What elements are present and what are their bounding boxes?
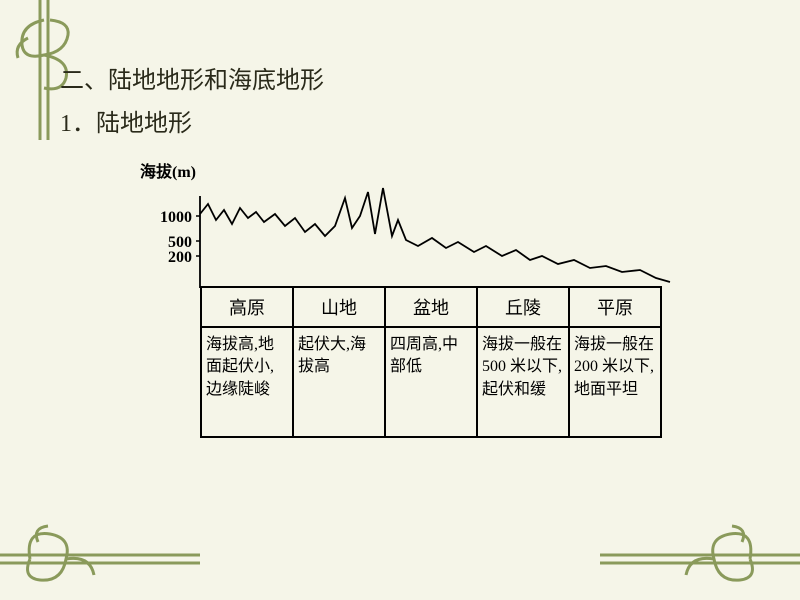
table-header-row: 高原 山地 盆地 丘陵 平原 [201,287,661,327]
section-subheading: 1．陆地地形 [60,103,760,138]
desc-gaoyuan: 海拔高,地面起伏小,边缘陡峻 [201,327,293,437]
col-header-pendi: 盆地 [385,287,477,327]
desc-pendi: 四周高,中部低 [385,327,477,437]
y-tick-1000: 1000 [160,209,192,226]
col-header-qiuling: 丘陵 [477,287,569,327]
y-axis-title: 海拔(m) [140,158,760,182]
elevation-chart: 海拔(m) 1000 500 200 高原 山地 盆地 丘陵 平原 [140,158,760,438]
desc-shandi: 起伏大,海拔高 [293,327,385,437]
corner-ornament-bottom-left [0,500,200,600]
table-desc-row: 海拔高,地面起伏小,边缘陡峻 起伏大,海拔高 四周高,中部低 海拔一般在500 … [201,327,661,437]
elevation-profile-svg: 1000 500 200 [140,186,680,288]
desc-pingyuan: 海拔一般在 200 米以下,地面平坦 [569,327,661,437]
terrain-table: 高原 山地 盆地 丘陵 平原 海拔高,地面起伏小,边缘陡峻 起伏大,海拔高 四周… [200,286,662,438]
elevation-profile-line [200,188,670,282]
col-header-gaoyuan: 高原 [201,287,293,327]
content-area: 二、陆地地形和海底地形 1．陆地地形 海拔(m) 1000 500 200 高原… [60,60,760,438]
desc-qiuling: 海拔一般在500 米以下,起伏和缓 [477,327,569,437]
col-header-shandi: 山地 [293,287,385,327]
corner-ornament-bottom-right [600,500,800,600]
section-heading: 二、陆地地形和海底地形 [60,60,760,95]
col-header-pingyuan: 平原 [569,287,661,327]
y-tick-200: 200 [168,249,192,266]
